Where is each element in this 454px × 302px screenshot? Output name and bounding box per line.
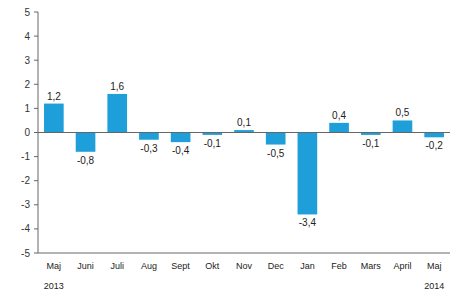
y-tick-label: 5 [24,7,30,18]
bar [329,123,349,133]
x-tick-label: April [393,261,411,271]
y-tick [34,156,38,157]
y-tick-label: -5 [21,248,30,259]
data-label: -0,4 [172,145,190,156]
y-tick [34,228,38,229]
year-label: 2013 [44,281,64,291]
data-label: -0,1 [362,138,380,149]
bars [44,94,444,215]
data-label: -0,8 [77,155,95,166]
data-label: -3,4 [299,217,317,228]
data-label: 0,1 [237,117,251,128]
x-tick-label: Feb [331,261,347,271]
y-tick-label: 3 [24,55,30,66]
data-label: 1,2 [47,91,61,102]
y-tick [34,60,38,61]
x-tick-label: Jan [300,261,315,271]
x-tick-label: Juni [77,261,94,271]
x-tick-label: Sept [171,261,190,271]
bar [76,133,96,152]
y-tick-label: 2 [24,79,30,90]
x-tick-label: Dec [268,261,285,271]
y-tick [34,180,38,181]
x-tick-label: Maj [427,261,442,271]
x-tick-label: Okt [205,261,220,271]
y-tick-label: -3 [21,199,30,210]
x-tick-label: Nov [236,261,253,271]
y-tick-label: 0 [24,127,30,138]
data-label: 0,4 [332,110,346,121]
y-tick-label: -2 [21,175,30,186]
x-tick-label: Juli [110,261,124,271]
bar [107,94,127,133]
y-tick [34,84,38,85]
y-tick [34,132,38,133]
y-tick [34,204,38,205]
y-tick-label: -1 [21,151,30,162]
y-tick-label: 1 [24,103,30,114]
y-tick [34,253,38,254]
bar [44,104,64,133]
x-tick-label: Maj [47,261,62,271]
year-label: 2014 [424,281,444,291]
bar [139,133,159,140]
data-label: 1,6 [110,81,124,92]
data-label: -0,3 [140,143,158,154]
y-tick [34,36,38,37]
bar [298,133,318,215]
x-tick-label: Mars [361,261,381,271]
x-tick-label: Aug [141,261,157,271]
y-tick-label: -4 [21,223,30,234]
bar [266,133,286,145]
y-tick [34,12,38,13]
data-label: -0,1 [204,138,222,149]
x-axis [38,253,450,254]
data-label: -0,2 [426,140,444,151]
bar [393,120,413,132]
y-tick [34,108,38,109]
data-label: -0,5 [267,148,285,159]
chart: -5 -4 -3 -2 -1 0 1 2 3 4 5 1,2 -0,8 1,6 -0,3 -0,4 -0,1 0,… [0,0,454,302]
y-tick-label: 4 [24,31,30,42]
bar [171,133,191,143]
bar [424,133,444,138]
data-label: 0,5 [396,107,410,118]
baseline [38,132,450,133]
